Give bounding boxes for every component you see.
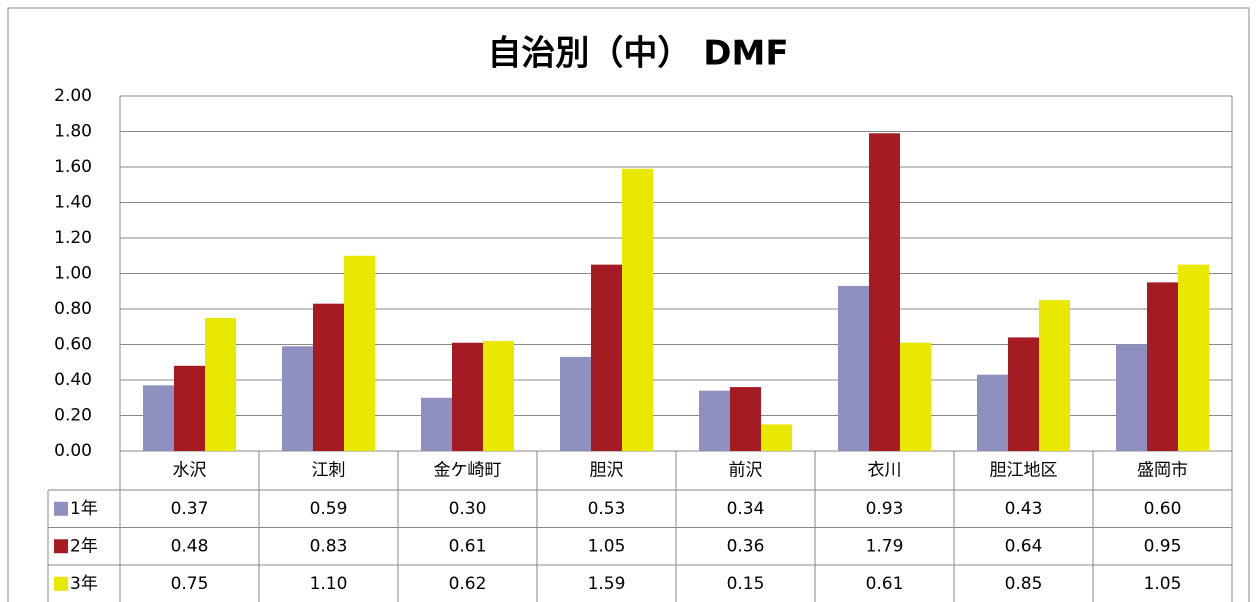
bar: [560, 356, 592, 451]
legend-label: 3年: [70, 574, 98, 594]
y-tick-label: 0.20: [54, 406, 92, 426]
table-cell: 0.15: [727, 574, 765, 594]
table-cell: 1.05: [588, 536, 626, 556]
legend-key: [54, 501, 68, 516]
table-cell: 1.10: [310, 574, 348, 594]
category-label: 水沢: [173, 461, 207, 481]
bar: [1116, 344, 1148, 451]
bar: [1147, 282, 1178, 451]
category-label: 胆江地区: [990, 461, 1058, 481]
bar: [977, 374, 1009, 451]
bar: [838, 285, 870, 451]
legend-label: 2年: [70, 536, 98, 556]
category-label: 江刺: [312, 461, 346, 481]
table-cell: 0.43: [1005, 499, 1043, 519]
bar: [591, 264, 622, 451]
category-label: 前沢: [729, 461, 763, 481]
table-cell: 0.34: [727, 499, 765, 519]
bar: [899, 342, 931, 451]
table-cell: 0.75: [171, 574, 209, 594]
table-cell: 0.62: [449, 574, 487, 594]
table-cell: 0.30: [449, 499, 487, 519]
y-tick-label: 1.40: [54, 193, 92, 213]
chart-title: 自治別（中） DMF: [487, 34, 788, 74]
bar: [1008, 337, 1039, 451]
bar: [452, 342, 483, 451]
y-tick-label: 1.80: [54, 122, 92, 142]
bar: [699, 390, 731, 451]
y-tick-label: 0.40: [54, 370, 92, 390]
bar: [174, 365, 205, 451]
y-tick-label: 1.60: [54, 157, 92, 177]
table-cell: 0.64: [1005, 536, 1043, 556]
y-tick-label: 1.00: [54, 264, 92, 284]
bar: [621, 168, 653, 451]
table-cell: 0.60: [1144, 499, 1182, 519]
table-cell: 1.79: [866, 536, 904, 556]
bar: [421, 397, 453, 451]
table-cell: 0.95: [1144, 536, 1182, 556]
y-tick-label: 0.60: [54, 335, 92, 355]
y-tick-label: 0.80: [54, 299, 92, 319]
category-label: 金ケ崎町: [434, 461, 502, 481]
table-cell: 0.93: [866, 499, 904, 519]
bar: [760, 424, 792, 451]
bar: [1177, 264, 1209, 451]
table-cell: 0.48: [171, 536, 209, 556]
bar: [343, 255, 375, 451]
y-tick-label: 2.00: [54, 86, 92, 106]
table-cell: 0.53: [588, 499, 626, 519]
table-cell: 0.83: [310, 536, 348, 556]
table-cell: 0.36: [727, 536, 765, 556]
bar: [282, 346, 314, 451]
bar: [730, 387, 761, 451]
table-cell: 0.61: [449, 536, 487, 556]
table-cell: 0.61: [866, 574, 904, 594]
category-label: 衣川: [868, 461, 902, 481]
table-cell: 0.59: [310, 499, 348, 519]
bar: [482, 340, 514, 451]
legend-label: 1年: [70, 499, 98, 519]
table-cell: 0.85: [1005, 574, 1043, 594]
table-cell: 0.37: [171, 499, 209, 519]
legend-key: [54, 576, 68, 591]
bar: [1038, 300, 1070, 451]
bar: [313, 303, 344, 451]
category-label: 盛岡市: [1137, 461, 1188, 481]
y-tick-label: 0.00: [54, 441, 92, 461]
y-tick-label: 1.20: [54, 228, 92, 248]
table-cell: 1.59: [588, 574, 626, 594]
table-cell: 1.05: [1144, 574, 1182, 594]
category-label: 胆沢: [590, 461, 624, 481]
legend-key: [54, 539, 68, 554]
bar: [869, 133, 900, 451]
bar: [143, 385, 175, 451]
bar: [204, 317, 236, 451]
